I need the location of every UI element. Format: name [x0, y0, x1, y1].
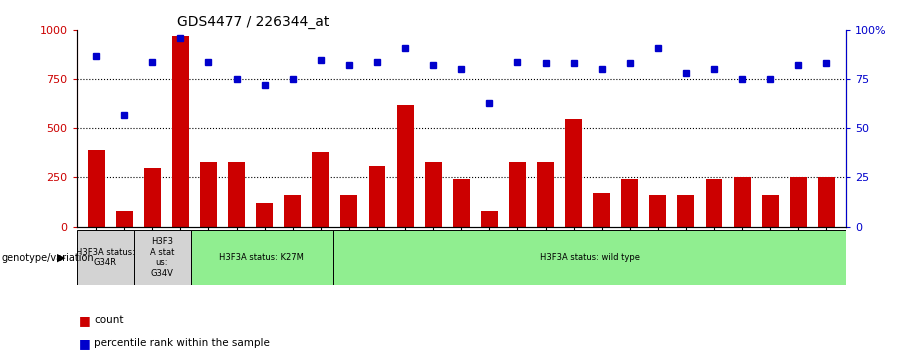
Bar — [537, 162, 554, 227]
Bar — [593, 193, 610, 227]
Bar — [200, 162, 217, 227]
Bar — [790, 177, 806, 227]
Text: H3F3A status:
G34R: H3F3A status: G34R — [76, 248, 134, 267]
Bar — [734, 177, 751, 227]
Bar — [191, 230, 333, 285]
Text: count: count — [94, 315, 124, 325]
Bar — [284, 195, 302, 227]
Bar — [678, 195, 694, 227]
Bar — [761, 195, 778, 227]
Text: H3F3A status: K27M: H3F3A status: K27M — [220, 253, 304, 262]
Text: ■: ■ — [79, 337, 91, 350]
Bar — [481, 211, 498, 227]
Text: H3F3A status: wild type: H3F3A status: wild type — [539, 253, 640, 262]
Bar — [565, 120, 582, 227]
Bar — [453, 179, 470, 227]
Bar — [340, 195, 357, 227]
Text: GDS4477 / 226344_at: GDS4477 / 226344_at — [176, 15, 328, 29]
Bar — [87, 150, 104, 227]
Text: ▶: ▶ — [58, 252, 66, 263]
Bar — [425, 162, 442, 227]
Bar — [116, 211, 132, 227]
Bar — [312, 152, 329, 227]
Bar — [229, 162, 245, 227]
Text: H3F3
A stat
us:
G34V: H3F3 A stat us: G34V — [149, 238, 175, 278]
Text: genotype/variation: genotype/variation — [2, 252, 94, 263]
Bar — [509, 162, 526, 227]
Bar — [133, 230, 191, 285]
Bar — [621, 179, 638, 227]
Bar — [256, 203, 273, 227]
Bar — [76, 230, 133, 285]
Bar — [397, 105, 413, 227]
Bar — [650, 195, 666, 227]
Bar — [706, 179, 723, 227]
Text: percentile rank within the sample: percentile rank within the sample — [94, 338, 270, 348]
Bar — [144, 168, 161, 227]
Bar — [172, 36, 189, 227]
Text: ■: ■ — [79, 314, 91, 327]
Bar — [818, 177, 835, 227]
Bar — [333, 230, 846, 285]
Bar — [369, 166, 385, 227]
